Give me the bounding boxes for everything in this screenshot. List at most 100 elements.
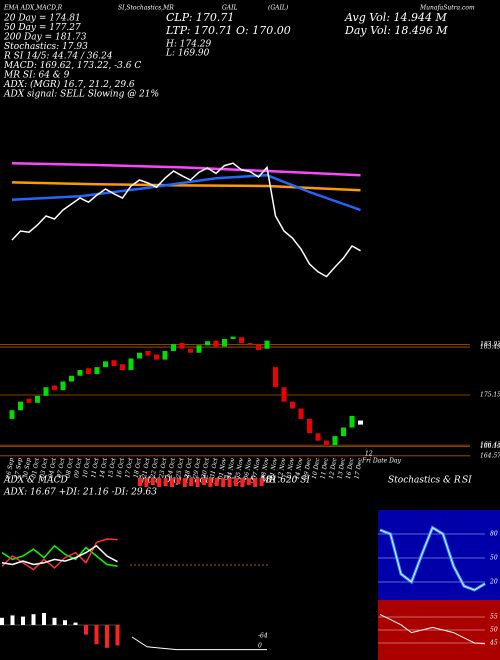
price-readout: H: 174.29: [165, 40, 212, 50]
price-level-label: 175.15: [480, 392, 500, 399]
indicator-readout: Stochastics: 17.93: [4, 42, 88, 52]
moving-average: [11, 173, 361, 212]
candle: [341, 427, 346, 437]
date-label: 09 Oct: [73, 457, 84, 479]
date-label: 17 Oct: [124, 457, 135, 479]
macd-bar: [21, 616, 25, 625]
intraday-bar: [253, 478, 258, 487]
symbol: GAIL: [222, 5, 237, 12]
candle: [111, 360, 117, 366]
candle: [188, 348, 193, 353]
intraday-tick: 0: [258, 643, 262, 650]
indicator-readout: MR SI: 64 & 9: [3, 71, 70, 81]
panel-title: SI: [462, 476, 472, 486]
date-label: 04 Oct: [48, 457, 59, 479]
macd-bar: [105, 625, 109, 648]
price-readout: O: 170.00: [236, 24, 291, 37]
candle: [26, 398, 32, 403]
y-tick-label: 45: [489, 640, 498, 647]
date-label: 13 Nov: [285, 457, 296, 480]
indicator-readout: 200 Day = 181.73: [3, 33, 87, 43]
indicator-readout: MACD: 169.62, 173.22, -3.6 C: [3, 61, 141, 71]
date-label: 30 Oct: [201, 457, 212, 479]
indicator-readout: 20 Day = 174.81: [3, 14, 81, 24]
intraday-bar: [195, 478, 200, 487]
date-label: 11 Dec: [319, 457, 330, 480]
macd-bar: [52, 617, 57, 625]
y-tick-label: 55: [490, 614, 498, 621]
y-tick-label: 20: [489, 579, 498, 586]
date-marker-caption: Fri Date Day: [361, 458, 402, 465]
moving-average: [11, 161, 361, 177]
stoch-line: [379, 527, 486, 591]
price-level-label: 166.19: [480, 443, 500, 450]
date-label: 30 Sep: [22, 457, 33, 479]
intraday-bar: [157, 478, 162, 487]
candle: [162, 351, 168, 360]
candle: [239, 337, 244, 343]
macd-bar: [42, 613, 46, 625]
candle: [18, 401, 23, 411]
intraday-bar: [144, 478, 149, 487]
candle: [213, 340, 219, 347]
intraday-bar: [240, 478, 245, 487]
date-label: 25 Oct: [175, 457, 186, 480]
date-label: 18 Oct: [133, 457, 144, 479]
candle: [179, 342, 185, 349]
macd-bar: [94, 625, 99, 645]
adx-line: [1, 544, 118, 566]
date-label: 27 Sep: [13, 457, 24, 480]
y-tick-label: 80: [490, 531, 498, 538]
candle: [358, 420, 363, 425]
candle: [281, 387, 287, 402]
candle: [256, 344, 261, 350]
adx-line: [1, 544, 118, 567]
date-label: 08 Nov: [260, 457, 271, 480]
price-readout: L: 169.90: [165, 49, 210, 59]
date-label: 17 Dec: [353, 457, 364, 480]
date-label: 01 Nov: [217, 457, 228, 480]
macd-bar: [63, 620, 67, 625]
candle: [60, 381, 66, 391]
candle: [307, 418, 312, 434]
intraday-bar: [234, 478, 238, 486]
rsi-line: [379, 613, 486, 645]
candle: [315, 433, 321, 441]
macd-bar: [0, 617, 4, 625]
price-level-label: 166.43: [480, 442, 500, 449]
intraday-bar: [208, 478, 213, 487]
volume-readout: Avg Vol: 14.944 M: [344, 11, 448, 24]
title-left: EMA ADX,MACD,R: [3, 5, 63, 12]
intraday-bar: [246, 478, 251, 485]
candle: [120, 364, 125, 370]
candle: [103, 361, 108, 368]
candle: [171, 344, 176, 352]
price-line: [11, 162, 361, 278]
macd-bar: [73, 622, 78, 625]
date-label: 10 Oct: [82, 457, 93, 479]
macd-bar: [115, 625, 120, 646]
intraday-bar: [176, 478, 181, 484]
intraday-bar: [182, 478, 187, 487]
date-label: 21 Oct: [141, 457, 152, 480]
date-label: 04 Nov: [226, 457, 237, 480]
date-label: 23 Oct: [158, 457, 169, 480]
volume-readout: Day Vol: 18.496 M: [344, 24, 448, 37]
candle: [35, 395, 40, 403]
macd-bar: [10, 615, 15, 625]
date-label: 12 Nov: [277, 457, 288, 480]
intraday-bar: [150, 478, 155, 485]
indicator-readout: ADX: (MGR) 16.7, 21.2, 29.6: [3, 79, 135, 90]
price-level-label: 164.57: [480, 452, 500, 459]
candle: [247, 342, 253, 345]
panel-title: Intra Day Trading Price & MR: [137, 476, 276, 486]
panel-title: Stochastics & R: [388, 476, 461, 486]
candle: [9, 410, 15, 419]
candle: [77, 369, 83, 376]
candle: [273, 367, 278, 388]
date-label: 12 Dec: [328, 457, 339, 480]
panel-readout: 181.620 SI: [260, 476, 310, 486]
date-label: 15 Oct: [107, 457, 118, 479]
date-label: 10 Dec: [311, 457, 322, 480]
